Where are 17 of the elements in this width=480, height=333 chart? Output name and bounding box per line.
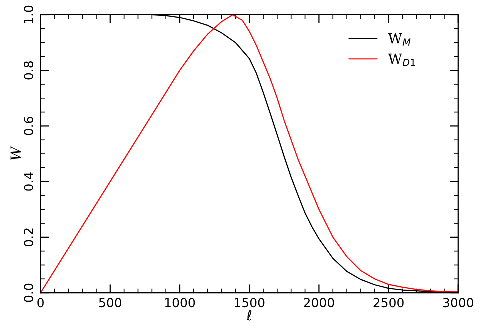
x-tick-label: 3000	[443, 298, 474, 308]
legend-label: W$_{D1}$	[388, 54, 416, 66]
y-tick-label: 0.2	[24, 228, 34, 247]
x-axis-title: ℓ	[246, 310, 252, 321]
x-tick-label: 2500	[374, 298, 404, 308]
legend-label: W$_{M}$	[388, 33, 411, 46]
x-tick-label: 1500	[235, 298, 265, 308]
y-tick-label: 0.4	[24, 172, 34, 191]
y-tick-label: 1.0	[24, 6, 34, 24]
y-axis-title: W	[10, 146, 21, 160]
y-tick-label: 0.8	[24, 62, 34, 80]
y-tick-label: 0.0	[24, 284, 34, 302]
x-tick-label: 500	[99, 298, 122, 308]
x-tick-label: 1000	[165, 298, 196, 308]
x-tick-label: 0	[38, 298, 44, 308]
y-tick-label: 0.6	[24, 117, 34, 136]
x-tick-label: 2000	[304, 298, 334, 308]
